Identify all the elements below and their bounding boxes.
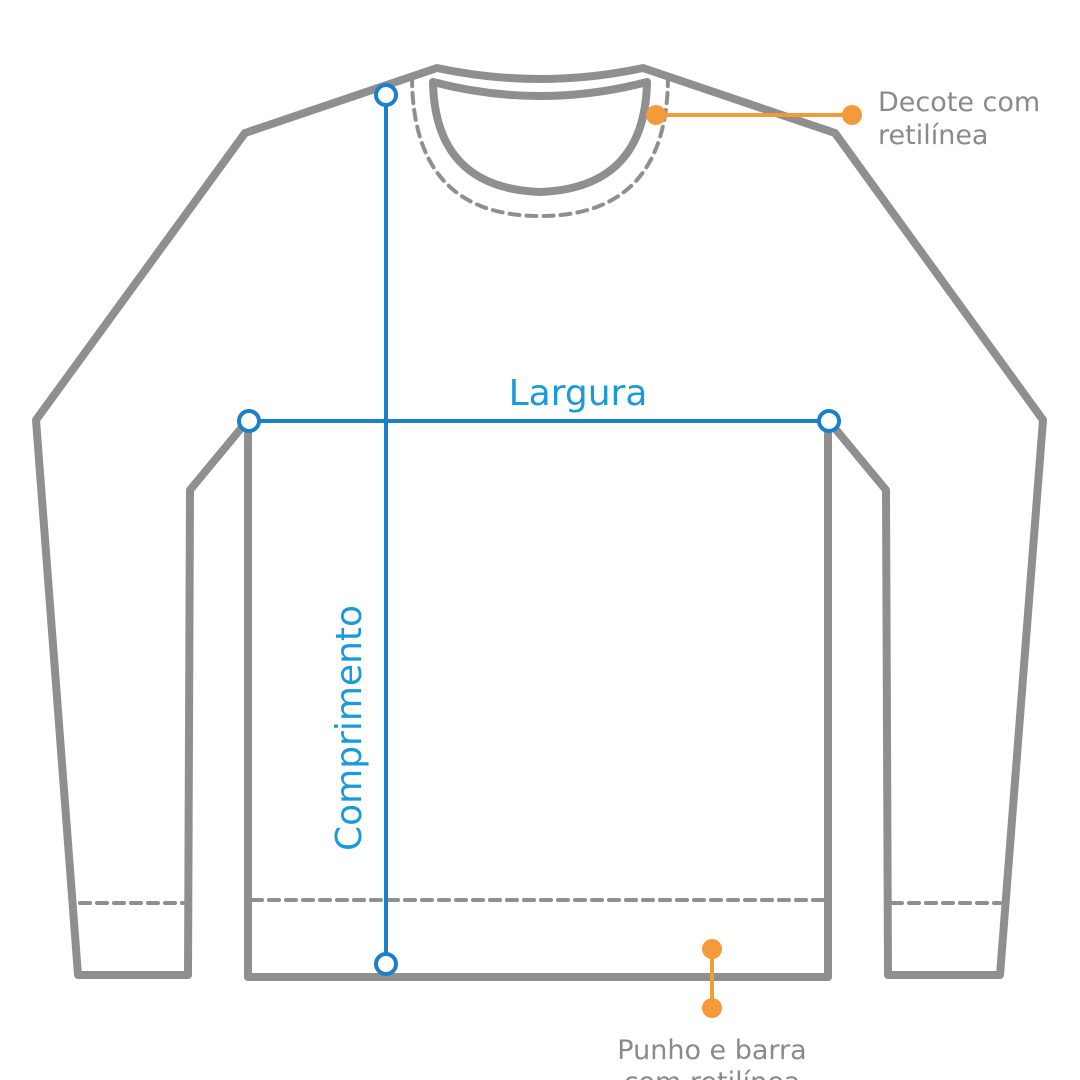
neckline-callout: Decote com retilínea (646, 87, 1040, 151)
length-label: Comprimento (329, 605, 370, 851)
hem-callout: Punho e barra com retilínea (617, 939, 807, 1080)
neckline-inner (429, 78, 651, 196)
neckline-callout-line1: Decote com (878, 87, 1040, 118)
neckline-callout-line2: retilínea (878, 120, 988, 151)
hem-callout-dot-bottom (702, 998, 722, 1018)
hem-callout-dot-top (702, 939, 722, 959)
sweatshirt-outline (32, 64, 1047, 981)
neckline-callout-dot-end (842, 105, 862, 125)
width-label: Largura (509, 373, 648, 414)
width-left-endpoint (237, 409, 261, 433)
neckline-stitch (410, 74, 670, 219)
width-right-endpoint (817, 409, 841, 433)
hem-callout-line1: Punho e barra (617, 1035, 806, 1066)
length-bottom-endpoint (374, 952, 398, 976)
hem-callout-line2: com retilínea (624, 1067, 801, 1080)
neckline-callout-dot-start (646, 105, 666, 125)
width-measurement: Largura (237, 373, 841, 433)
length-measurement: Comprimento (329, 83, 398, 976)
stitch-lines (78, 74, 1002, 905)
garment-body-outline (32, 64, 1047, 981)
length-top-endpoint (374, 83, 398, 107)
